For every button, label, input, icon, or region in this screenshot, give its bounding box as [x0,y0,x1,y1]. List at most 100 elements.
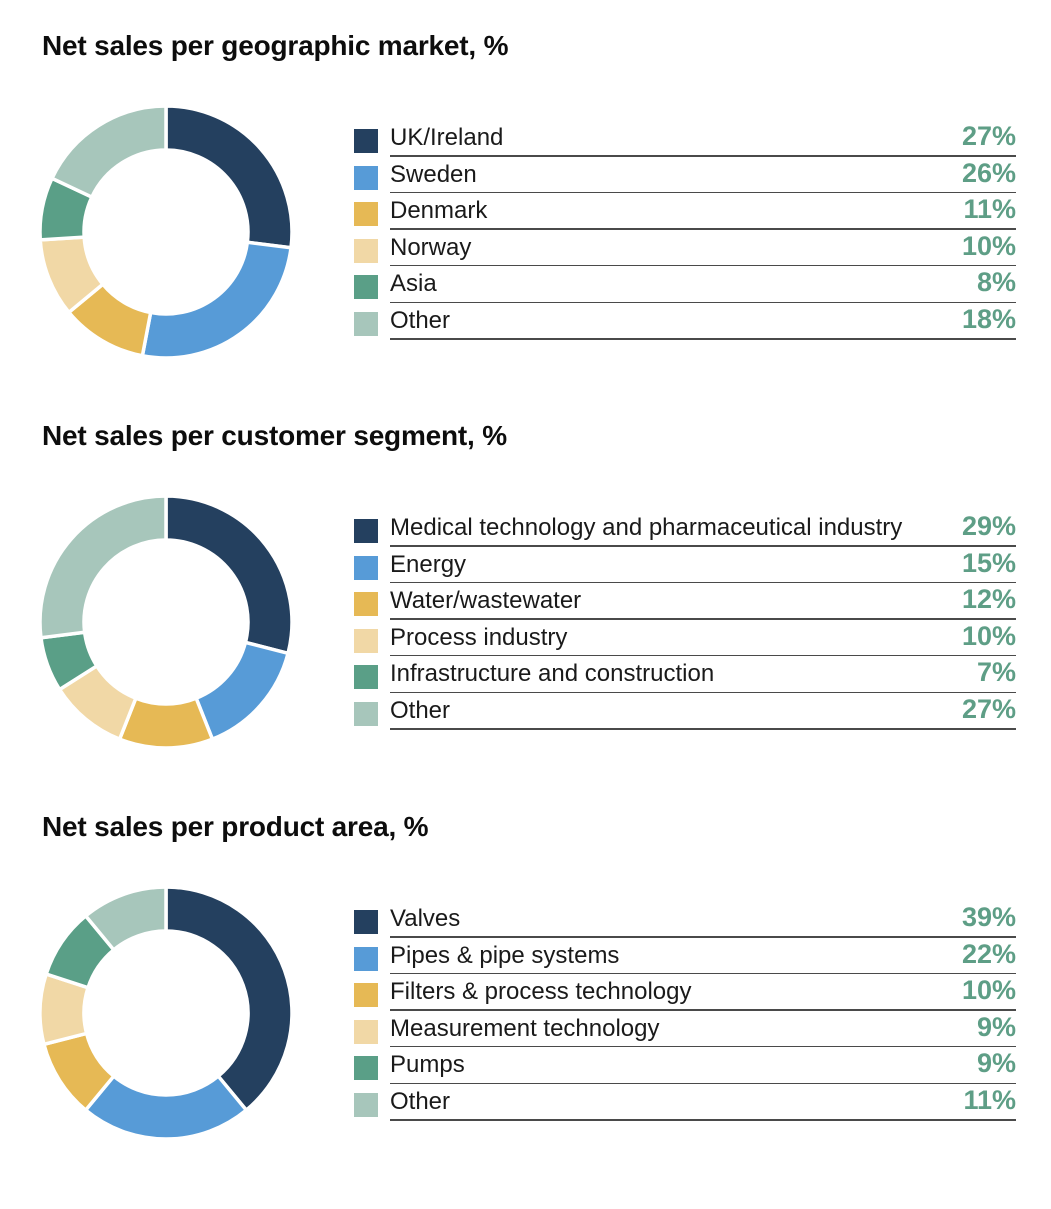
legend-label: Infrastructure and construction [390,660,715,688]
legend-divider [390,1082,1016,1084]
legend-value: 29% [961,511,1016,541]
legend-item: Valves 39% [354,901,1016,938]
legend-label: Measurement technology [390,1014,660,1042]
legend-item: Other 11% [354,1084,1016,1121]
legend-swatch [354,701,378,726]
legend-divider [390,191,1016,194]
donut-slice-valves [164,885,294,1113]
legend-item: Other 18% [354,303,1016,340]
donut-chart [38,494,294,750]
legend-swatch [354,665,378,690]
legend-item: Pipes & pipe systems 22% [354,938,1016,975]
legend-value: 9% [976,1048,1016,1079]
donut-slice-other [49,104,168,200]
chart-legend: Medical technology and pharmaceutical in… [354,510,1016,730]
legend-swatch [354,1056,378,1081]
legend-label: Asia [390,270,437,298]
legend-item: Filters & process technology 10% [354,974,1016,1011]
legend-divider [390,728,1016,730]
legend-divider [390,338,1016,340]
donut-slice-other [83,885,168,953]
legend-value: 10% [961,975,1016,1006]
legend-divider [390,972,1016,975]
legend-swatch [354,1092,378,1117]
legend-swatch [354,129,378,153]
legend-label: Sweden [390,160,477,188]
legend-item: Energy 15% [354,547,1016,584]
legend-label: Energy [390,550,467,578]
legend-item: UK/Ireland 27% [354,120,1016,157]
legend-item: Other 27% [354,693,1016,730]
legend-value: 12% [961,584,1016,615]
legend-value: 10% [961,620,1016,651]
chart-customer-segment: Net sales per customer segment, % Medica… [0,390,1051,770]
legend-divider [390,655,1016,657]
legend-label: Denmark [390,197,488,225]
legend-label: Process industry [390,623,568,651]
legend-value: 22% [961,938,1016,969]
legend-label: Other [390,1087,451,1115]
legend-item: Infrastructure and construction 7% [354,656,1016,693]
legend-label: Valves [390,905,461,932]
legend-swatch [354,592,378,617]
chart-legend: Valves 39% Pipes & pipe systems 22% Filter… [354,901,1016,1121]
legend-divider [390,1009,1016,1011]
legend-swatch [354,910,378,934]
legend-value: 39% [961,902,1016,932]
legend-swatch [354,238,378,263]
legend-value: 11% [963,194,1016,225]
legend-label: Medical technology and pharmaceutical in… [390,514,903,541]
donut-slice-sweden [140,240,293,360]
legend-label: Pipes & pipe systems [390,941,620,969]
legend-divider [390,618,1016,620]
legend-item: Denmark 11% [354,193,1016,230]
chart-title: Net sales per customer segment, % [42,420,507,451]
legend-value: 8% [976,267,1016,298]
legend-value: 11% [963,1084,1016,1115]
legend-divider [390,545,1016,547]
chart-geographic-market: Net sales per geographic market, % UK/Ir… [0,0,1051,380]
legend-label: Other [390,696,451,724]
legend-value: 10% [961,230,1016,261]
legend-swatch [354,519,378,543]
legend-divider [390,1046,1016,1048]
legend-swatch [354,1019,378,1044]
legend-value: 26% [961,157,1016,188]
legend-divider [390,265,1016,267]
legend-value: 27% [961,693,1016,724]
legend-divider [390,155,1016,157]
donut-slice-pipes-pipe-systems [83,1073,249,1141]
legend-swatch [354,165,378,190]
legend-item: Measurement technology 9% [354,1011,1016,1048]
legend-value: 7% [976,657,1016,688]
legend-divider [390,301,1016,303]
legend-item: Asia 8% [354,266,1016,303]
legend-divider [390,228,1016,230]
legend-swatch [354,983,378,1008]
legend-divider [390,581,1016,584]
legend-swatch [354,311,378,336]
legend-swatch [354,275,378,300]
legend-label: Other [390,306,451,334]
chart-legend: UK/Ireland 27% Sweden 26% Denmark 11% Norwa… [354,120,1016,340]
legend-value: 9% [976,1011,1016,1042]
legend-swatch [354,946,378,971]
donut-slice-medical-technology-and-pharmaceutical-industry [164,494,294,656]
legend-item: Norway 10% [354,230,1016,267]
legend-value: 15% [961,547,1016,578]
donut-slice-other [38,494,168,640]
legend-value: 18% [961,303,1016,334]
legend-label: Pumps [390,1051,465,1079]
legend-item: Medical technology and pharmaceutical in… [354,510,1016,547]
legend-value: 27% [961,121,1016,151]
legend-item: Water/wastewater 12% [354,583,1016,620]
legend-swatch [354,628,378,653]
donut-chart [38,104,294,360]
donut-slice-energy [193,640,291,742]
legend-divider [390,691,1016,693]
donut-chart [38,885,294,1141]
legend-label: Water/wastewater [390,587,582,615]
legend-item: Pumps 9% [354,1047,1016,1084]
legend-swatch [354,202,378,227]
chart-title: Net sales per geographic market, % [42,30,509,61]
